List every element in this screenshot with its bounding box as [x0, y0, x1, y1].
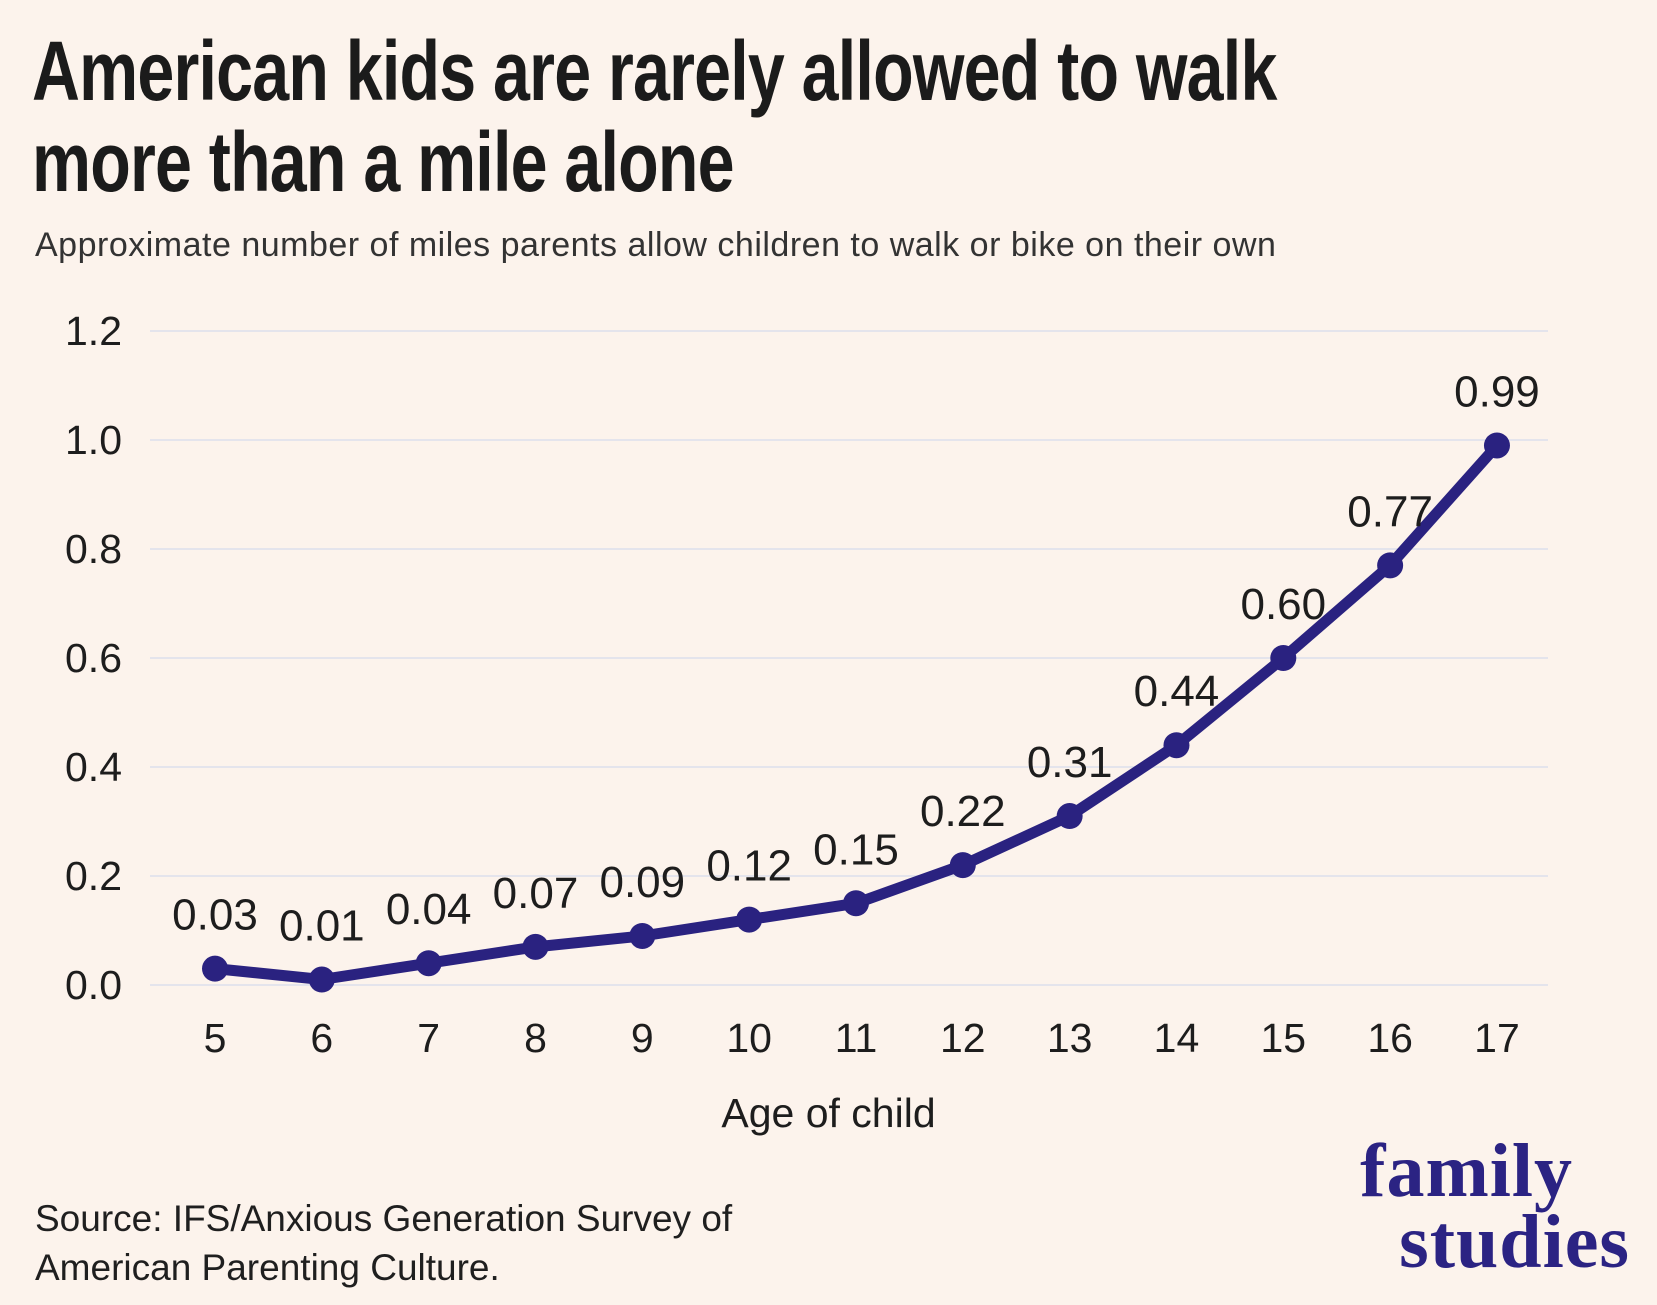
data-point-label: 0.15	[813, 825, 899, 874]
x-tick-label: 17	[1474, 1015, 1520, 1061]
x-tick-label: 13	[1047, 1015, 1093, 1061]
data-point-label: 0.04	[386, 885, 472, 934]
x-tick-label: 8	[524, 1015, 547, 1061]
data-point	[842, 890, 869, 917]
data-point	[949, 852, 976, 879]
data-point-label: 0.99	[1454, 367, 1540, 416]
logo-word-family: family	[1360, 1129, 1573, 1213]
data-point	[308, 966, 335, 993]
data-point	[1056, 803, 1083, 830]
chart-subtitle: Approximate number of miles parents allo…	[35, 226, 1277, 264]
chart-title: American kids are rarely allowed to walk…	[32, 26, 1607, 208]
x-tick-label: 10	[726, 1015, 772, 1061]
chart-title-line-1: American kids are rarely allowed to walk	[32, 24, 1277, 118]
data-point	[202, 955, 228, 982]
data-point-label: 0.77	[1347, 487, 1433, 536]
data-point-label: 0.44	[1134, 667, 1220, 716]
data-point	[415, 950, 442, 977]
y-tick-label: 1.2	[65, 308, 122, 354]
chart-title-line-2: more than a mile alone	[32, 115, 735, 209]
data-point-label: 0.22	[920, 787, 1006, 836]
x-tick-label: 11	[835, 1015, 878, 1061]
data-point-label: 0.09	[599, 858, 685, 907]
data-point	[1377, 552, 1404, 579]
data-point	[629, 922, 656, 949]
x-tick-label: 12	[940, 1015, 986, 1061]
data-point	[1270, 645, 1297, 671]
data-point-label: 0.07	[493, 869, 579, 918]
x-tick-label: 9	[631, 1015, 654, 1061]
y-tick-label: 0.0	[65, 962, 122, 1008]
data-point-label: 0.12	[706, 842, 792, 891]
data-point	[1163, 732, 1190, 759]
source-line-1: Source: IFS/Anxious Generation Survey of	[35, 1198, 733, 1239]
y-tick-label: 0.6	[65, 635, 122, 681]
data-point	[736, 906, 763, 933]
y-tick-label: 0.4	[65, 744, 122, 790]
data-point-label: 0.31	[1027, 738, 1113, 787]
data-point	[522, 933, 549, 960]
source-note: Source: IFS/Anxious Generation Survey of…	[35, 1194, 732, 1292]
x-tick-label: 6	[310, 1015, 333, 1061]
y-tick-label: 1.0	[65, 417, 122, 463]
data-point-label: 0.03	[172, 891, 258, 940]
source-line-2: American Parenting Culture.	[35, 1247, 500, 1288]
x-tick-label: 16	[1367, 1015, 1413, 1061]
x-tick-label: 14	[1154, 1015, 1200, 1061]
y-tick-label: 0.8	[65, 526, 122, 572]
data-point-label: 0.60	[1240, 580, 1326, 629]
logo-word-studies: studies	[1399, 1200, 1630, 1284]
y-tick-label: 0.2	[65, 853, 122, 899]
x-tick-label: 5	[204, 1015, 227, 1061]
data-point-label: 0.01	[279, 902, 365, 951]
x-tick-label: 15	[1260, 1015, 1306, 1061]
x-tick-label: 7	[417, 1015, 440, 1061]
x-axis-title: Age of child	[721, 1090, 936, 1136]
family-studies-logo: family studies	[1360, 1129, 1630, 1284]
data-point	[1483, 432, 1510, 459]
